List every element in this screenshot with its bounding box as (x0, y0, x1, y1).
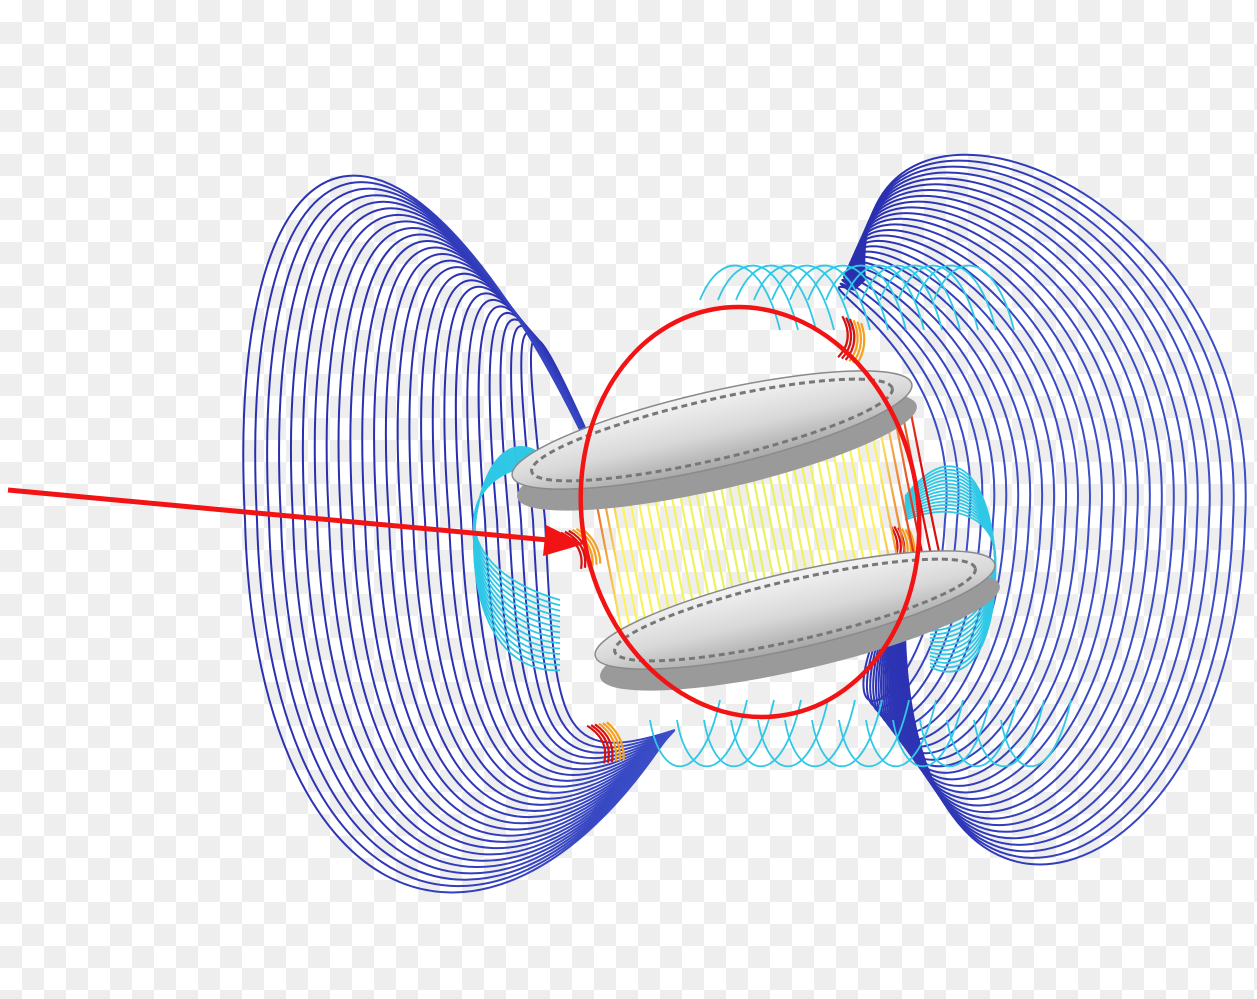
field-line (1000, 699, 1072, 768)
outer-field-lines (242, 153, 1247, 894)
field-line (860, 177, 1199, 840)
field-line (861, 264, 943, 331)
field-line (703, 699, 775, 768)
field-line (753, 264, 835, 331)
field-line (879, 264, 961, 331)
field-line (717, 264, 799, 331)
field-line (735, 264, 817, 331)
field-line (590, 724, 610, 763)
field-line (784, 699, 856, 768)
field-line (586, 724, 607, 764)
field-line (839, 282, 960, 709)
field-line (757, 699, 829, 768)
field-line (771, 264, 853, 331)
field-line (564, 530, 587, 568)
field-line (384, 253, 671, 819)
field-line (730, 699, 802, 768)
field-line (361, 240, 670, 831)
field-line (408, 266, 672, 806)
field-line (473, 446, 576, 672)
field-line (290, 200, 668, 869)
field-line (396, 259, 671, 812)
field-line (865, 699, 937, 768)
field-line (649, 699, 721, 768)
field-line (919, 699, 991, 768)
field-line (575, 527, 598, 565)
field-line (855, 322, 866, 365)
field-line (837, 285, 948, 702)
field-line (676, 699, 748, 768)
field-line (841, 279, 972, 715)
field-line (861, 171, 1211, 846)
field-line (841, 317, 853, 360)
field-line (904, 465, 997, 673)
field-line (594, 723, 614, 763)
field-line (598, 722, 618, 762)
field-line (278, 194, 668, 875)
field-line (699, 264, 781, 331)
field-line (915, 264, 997, 331)
field-line (860, 183, 1187, 833)
field-line (825, 264, 907, 331)
field-line (862, 159, 1235, 859)
field-line (602, 722, 622, 761)
field-line (807, 264, 889, 331)
field-line (858, 200, 1151, 813)
pointer-arrow (7, 487, 584, 556)
mid-field-lines (473, 264, 1072, 768)
field-line (863, 153, 1247, 866)
field-line (973, 699, 1045, 768)
upper-coil-ring (511, 370, 917, 511)
field-line (933, 264, 1015, 331)
field-line (266, 187, 667, 881)
field-line (811, 699, 883, 768)
highlight-ellipse (578, 304, 922, 720)
field-line (859, 195, 1163, 820)
field-line (254, 181, 667, 888)
field-line (572, 528, 594, 566)
field-line (844, 318, 856, 361)
field-line (373, 246, 671, 825)
field-line (242, 174, 666, 894)
lower-coil-ring (594, 550, 1000, 691)
field-line (837, 315, 849, 359)
field-line (838, 699, 910, 768)
field-line (789, 264, 871, 331)
field-line (420, 272, 672, 800)
field-line (606, 721, 625, 760)
field-line (897, 264, 979, 331)
field-line (843, 264, 925, 331)
field-line (946, 699, 1018, 768)
field-line (892, 699, 964, 768)
field-line (862, 165, 1223, 853)
field-line (859, 189, 1175, 827)
